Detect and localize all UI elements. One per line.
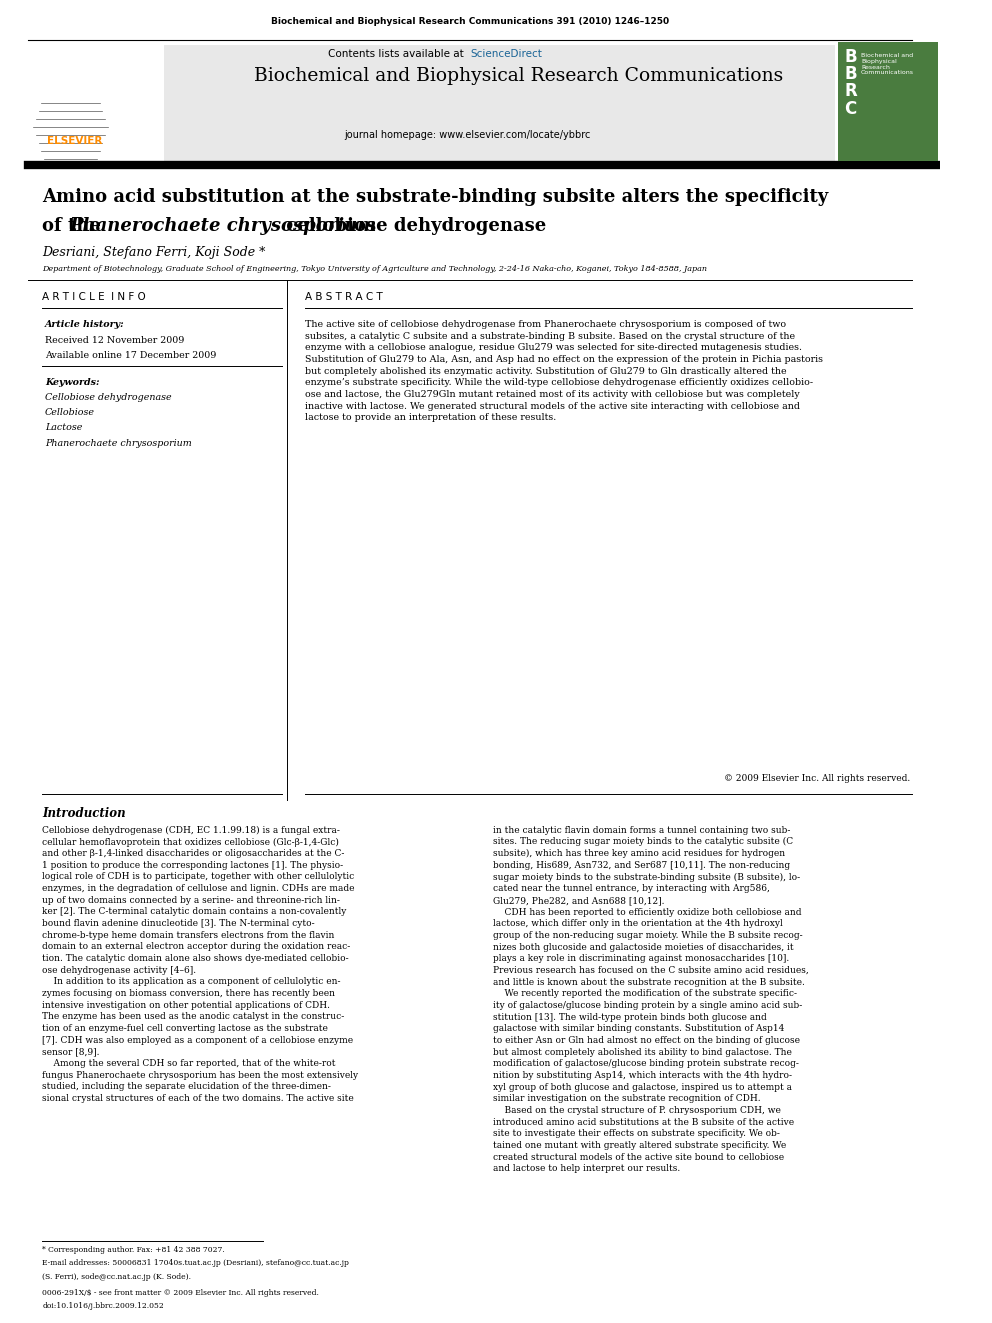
Text: 0006-291X/$ - see front matter © 2009 Elsevier Inc. All rights reserved.: 0006-291X/$ - see front matter © 2009 El…	[43, 1289, 319, 1297]
Text: Received 12 November 2009: Received 12 November 2009	[45, 336, 185, 345]
Text: Phanerochaete chrysosporium: Phanerochaete chrysosporium	[45, 438, 191, 447]
Text: Biochemical and
Biophysical
Research
Communications: Biochemical and Biophysical Research Com…	[861, 53, 914, 75]
Text: E-mail addresses: 50006831 17040s.tuat.ac.jp (Desriani), stefano@cc.tuat.ac.jp: E-mail addresses: 50006831 17040s.tuat.a…	[43, 1259, 349, 1267]
Text: (S. Ferri), sode@cc.nat.ac.jp (K. Sode).: (S. Ferri), sode@cc.nat.ac.jp (K. Sode).	[43, 1273, 191, 1281]
Text: Contents lists available at: Contents lists available at	[328, 49, 467, 60]
Text: cellobiose dehydrogenase: cellobiose dehydrogenase	[280, 217, 547, 235]
Text: Article history:: Article history:	[45, 320, 125, 329]
Text: Amino acid substitution at the substrate-binding subsite alters the specificity: Amino acid substitution at the substrate…	[43, 188, 828, 206]
Text: in the catalytic flavin domain forms a tunnel containing two sub-
sites. The red: in the catalytic flavin domain forms a t…	[493, 826, 809, 1174]
Text: journal homepage: www.elsevier.com/locate/ybbrc: journal homepage: www.elsevier.com/locat…	[344, 130, 590, 140]
Text: The active site of cellobiose dehydrogenase from Phanerochaete chrysosporium is : The active site of cellobiose dehydrogen…	[306, 320, 823, 422]
Text: Introduction: Introduction	[43, 807, 126, 820]
Text: Available online 17 December 2009: Available online 17 December 2009	[45, 351, 216, 360]
Text: Phanerochaete chrysosporium: Phanerochaete chrysosporium	[69, 217, 377, 235]
Text: © 2009 Elsevier Inc. All rights reserved.: © 2009 Elsevier Inc. All rights reserved…	[723, 774, 910, 783]
Text: ScienceDirect: ScienceDirect	[470, 49, 542, 60]
Text: Biochemical and Biophysical Research Communications 391 (2010) 1246–1250: Biochemical and Biophysical Research Com…	[271, 17, 669, 26]
Text: * Corresponding author. Fax: +81 42 388 7027.: * Corresponding author. Fax: +81 42 388 …	[43, 1246, 225, 1254]
Text: Cellobiose dehydrogenase (CDH, EC 1.1.99.18) is a fungal extra-
cellular hemofla: Cellobiose dehydrogenase (CDH, EC 1.1.99…	[43, 826, 358, 1103]
Text: Department of Biotechnology, Graduate School of Engineering, Tokyo University of: Department of Biotechnology, Graduate Sc…	[43, 265, 707, 273]
Text: Desriani, Stefano Ferri, Koji Sode *: Desriani, Stefano Ferri, Koji Sode *	[43, 246, 266, 259]
Text: Lactose: Lactose	[45, 423, 82, 433]
FancyBboxPatch shape	[28, 45, 834, 161]
Text: Biochemical and Biophysical Research Communications: Biochemical and Biophysical Research Com…	[254, 67, 783, 86]
Text: Cellobiose dehydrogenase: Cellobiose dehydrogenase	[45, 393, 172, 402]
Text: ELSEVIER: ELSEVIER	[47, 135, 102, 146]
Text: A R T I C L E  I N F O: A R T I C L E I N F O	[43, 292, 146, 303]
Text: of the: of the	[43, 217, 107, 235]
Text: Keywords:: Keywords:	[45, 378, 99, 388]
FancyBboxPatch shape	[28, 45, 165, 161]
Text: A B S T R A C T: A B S T R A C T	[306, 292, 383, 303]
Text: B
B
R
C: B B R C	[844, 48, 857, 118]
Text: doi:10.1016/j.bbrc.2009.12.052: doi:10.1016/j.bbrc.2009.12.052	[43, 1302, 164, 1310]
FancyBboxPatch shape	[838, 42, 938, 161]
Text: Cellobiose: Cellobiose	[45, 407, 95, 417]
